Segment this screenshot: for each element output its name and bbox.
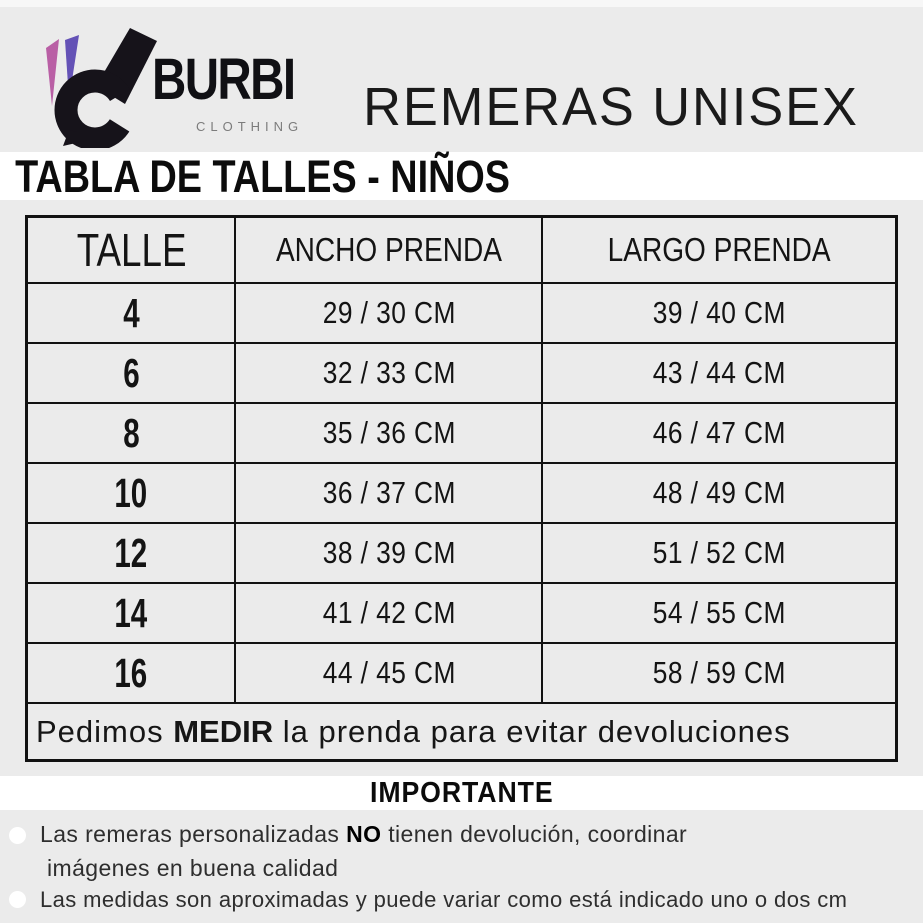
bullet-icon: [9, 891, 26, 908]
section-title: TABLA DE TALLES - NIÑOS: [15, 151, 510, 202]
cell-largo: 43 / 44 CM: [541, 342, 898, 404]
note-measures: Las medidas son aproximadas y puede vari…: [40, 887, 848, 912]
important-heading: IMPORTANTE: [369, 777, 554, 809]
cell-talle: 4: [25, 282, 237, 344]
cell-talle: 10: [25, 462, 237, 524]
note-bold-no: NO: [346, 821, 382, 847]
cell-talle: 12: [25, 522, 237, 584]
important-band: IMPORTANTE: [0, 776, 923, 810]
cell-largo: 54 / 55 CM: [541, 582, 898, 644]
logo-pink-wedge: [46, 39, 59, 106]
measure-note: Pedimos MEDIR la prenda para evitar devo…: [25, 702, 898, 762]
column-header-ancho: ANCHO PRENDA: [234, 215, 544, 284]
cell-ancho: 32 / 33 CM: [234, 342, 544, 404]
table-row: 14 41 / 42 CM 54 / 55 CM: [25, 582, 898, 644]
cell-largo: 58 / 59 CM: [541, 642, 898, 704]
cell-ancho: 36 / 37 CM: [234, 462, 544, 524]
cell-ancho: 41 / 42 CM: [234, 582, 544, 644]
section-title-band: TABLA DE TALLES - NIÑOS: [0, 151, 923, 202]
logo-bowl: [54, 69, 136, 148]
table-row: 8 35 / 36 CM 46 / 47 CM: [25, 402, 898, 464]
table-row: 16 44 / 45 CM 58 / 59 CM: [25, 642, 898, 704]
size-table: TALLE ANCHO PRENDA LARGO PRENDA 4 29 / 3…: [25, 215, 898, 762]
column-header-largo: LARGO PRENDA: [541, 215, 898, 284]
note-line2: imágenes en buena calidad: [47, 855, 339, 881]
cell-largo: 51 / 52 CM: [541, 522, 898, 584]
top-strip: [0, 0, 923, 7]
brand-subtitle: CLOTHING: [196, 119, 304, 134]
table-row: 6 32 / 33 CM 43 / 44 CM: [25, 342, 898, 404]
note-personalized: Las remeras personalizadas NO tienen dev…: [40, 817, 890, 885]
cell-ancho: 38 / 39 CM: [234, 522, 544, 584]
logo-foot: [63, 130, 89, 146]
table-row: 4 29 / 30 CM 39 / 40 CM: [25, 282, 898, 344]
cell-talle: 8: [25, 402, 237, 464]
burbi-logo-icon: [46, 28, 157, 148]
cell-talle: 14: [25, 582, 237, 644]
cell-largo: 48 / 49 CM: [541, 462, 898, 524]
table-row: 12 38 / 39 CM 51 / 52 CM: [25, 522, 898, 584]
table-header-row: TALLE ANCHO PRENDA LARGO PRENDA: [25, 215, 898, 284]
cell-largo: 46 / 47 CM: [541, 402, 898, 464]
cell-talle: 16: [25, 642, 237, 704]
page-title: REMERAS UNISEX: [363, 77, 859, 137]
table-footer-row: Pedimos MEDIR la prenda para evitar devo…: [25, 702, 898, 762]
cell-ancho: 29 / 30 CM: [234, 282, 544, 344]
brand-name: BURBI: [152, 47, 296, 112]
table-row: 10 36 / 37 CM 48 / 49 CM: [25, 462, 898, 524]
cell-ancho: 35 / 36 CM: [234, 402, 544, 464]
cell-largo: 39 / 40 CM: [541, 282, 898, 344]
cell-talle: 6: [25, 342, 237, 404]
measure-note-bold: MEDIR: [173, 713, 274, 749]
bullet-icon: [9, 827, 26, 844]
cell-ancho: 44 / 45 CM: [234, 642, 544, 704]
column-header-talle: TALLE: [25, 215, 237, 284]
